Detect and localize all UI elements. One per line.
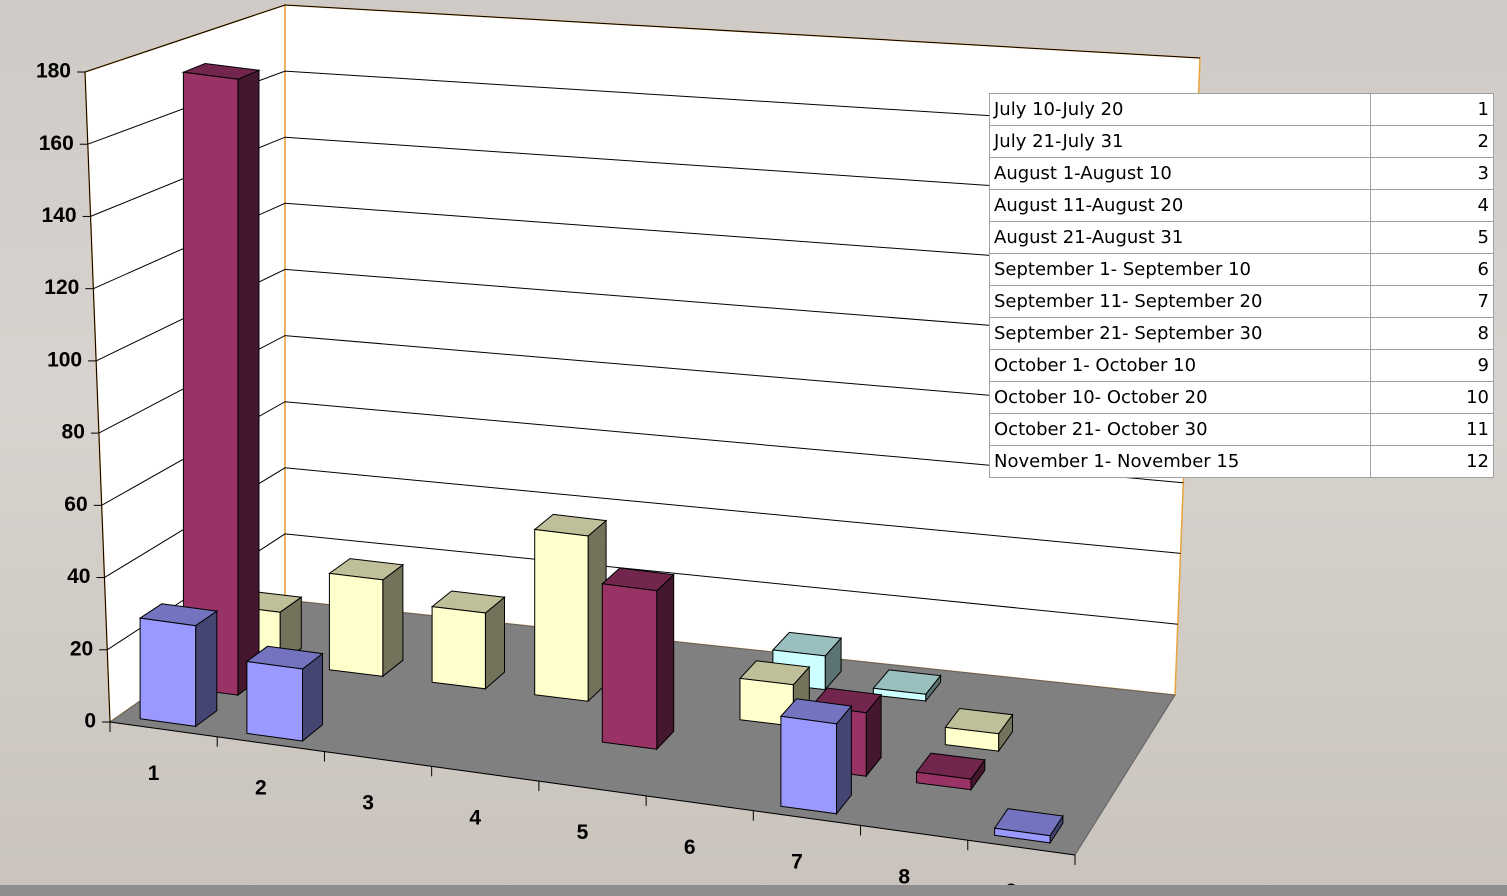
bar xyxy=(872,669,942,703)
bar xyxy=(993,808,1064,845)
x-tick-label: 1 xyxy=(148,762,160,785)
y-tick-label: 120 xyxy=(44,276,79,299)
table-label: September 1- September 10 xyxy=(989,253,1371,286)
table-row: September 11- September 20 7 xyxy=(989,285,1494,318)
bar-front xyxy=(601,583,658,750)
grid-line xyxy=(84,4,1201,73)
bar-front xyxy=(246,660,303,742)
table-number: 8 xyxy=(1370,317,1494,350)
bar xyxy=(328,558,405,678)
bar xyxy=(944,707,1014,753)
bar-front xyxy=(431,606,486,690)
bar-front xyxy=(182,71,239,696)
table-number: 12 xyxy=(1370,445,1494,478)
bar-front xyxy=(534,528,589,702)
y-tick-label: 60 xyxy=(64,493,87,516)
bar-front xyxy=(328,572,384,677)
table-number: 4 xyxy=(1370,189,1494,222)
bar xyxy=(245,645,324,743)
table-row: August 21-August 31 5 xyxy=(989,221,1494,254)
table-label: September 11- September 20 xyxy=(989,285,1371,318)
table-row: October 21- October 30 11 xyxy=(989,413,1494,446)
table-label: October 10- October 20 xyxy=(989,381,1371,414)
y-tick-label: 0 xyxy=(84,710,96,733)
table-label: October 1- October 10 xyxy=(989,349,1371,382)
table-row: September 21- September 30 8 xyxy=(989,317,1494,350)
table-number: 11 xyxy=(1370,413,1494,446)
grid-line xyxy=(95,268,1189,362)
table-label: October 21- October 30 xyxy=(989,413,1371,446)
grid-line xyxy=(93,202,1192,290)
table-row: October 1- October 10 9 xyxy=(989,349,1494,382)
y-tick-label: 140 xyxy=(42,204,77,227)
table-label: July 21-July 31 xyxy=(989,125,1371,158)
table-number: 1 xyxy=(1370,93,1494,126)
y-tick-label: 180 xyxy=(36,60,71,83)
bar-front xyxy=(739,677,794,727)
bar-side xyxy=(836,704,852,816)
x-tick-label: 5 xyxy=(577,821,589,844)
table-number: 3 xyxy=(1370,157,1494,190)
bar-front xyxy=(872,687,927,702)
table-row: August 1-August 10 3 xyxy=(989,157,1494,190)
table-number: 2 xyxy=(1370,125,1494,158)
y-tick-label: 20 xyxy=(70,637,93,660)
bar xyxy=(533,513,608,703)
bar-front xyxy=(139,617,197,727)
table-row: September 1- September 10 6 xyxy=(989,253,1494,286)
bar-front xyxy=(916,771,972,791)
x-tick-label: 4 xyxy=(469,806,481,829)
table-number: 10 xyxy=(1370,381,1494,414)
bar xyxy=(181,62,261,697)
grid-line xyxy=(104,467,1181,579)
bar xyxy=(915,752,986,792)
bar xyxy=(779,698,853,816)
data-table: July 10-July 20 1 July 21-July 31 2 August 1… xyxy=(989,93,1494,478)
x-tick-label: 3 xyxy=(362,791,374,814)
table-number: 7 xyxy=(1370,285,1494,318)
table-row: July 21-July 31 2 xyxy=(989,125,1494,158)
table-row: October 10- October 20 10 xyxy=(989,381,1494,414)
table-label: July 10-July 20 xyxy=(989,93,1371,126)
x-tick-label: 6 xyxy=(684,836,696,859)
bar-side xyxy=(195,610,218,728)
bar xyxy=(430,590,506,690)
y-tick-label: 100 xyxy=(47,348,82,371)
bar-side xyxy=(237,69,260,697)
bar-front xyxy=(944,726,1000,752)
bar xyxy=(138,603,219,728)
table-row: August 11-August 20 4 xyxy=(989,189,1494,222)
table-label: November 1- November 15 xyxy=(989,445,1371,478)
bar-front xyxy=(780,715,837,815)
table-number: 5 xyxy=(1370,221,1494,254)
bar-front xyxy=(994,827,1051,844)
table-number: 6 xyxy=(1370,253,1494,286)
table-row: November 1- November 15 12 xyxy=(989,445,1494,478)
table-label: August 21-August 31 xyxy=(989,221,1371,254)
x-tick-label: 2 xyxy=(255,777,267,800)
bar-side xyxy=(656,573,675,751)
x-tick-label: 7 xyxy=(791,851,803,874)
y-tick-label: 160 xyxy=(39,132,74,155)
table-label: August 1-August 10 xyxy=(989,157,1371,190)
grid-line xyxy=(101,401,1184,506)
x-axis xyxy=(109,721,1076,856)
bar xyxy=(738,660,811,728)
x-tick-label: 8 xyxy=(898,865,910,888)
grid-line xyxy=(98,335,1187,434)
y-axis xyxy=(84,71,111,723)
y-tick-label: 80 xyxy=(62,421,85,444)
table-label: September 21- September 30 xyxy=(989,317,1371,350)
bar xyxy=(601,567,675,751)
table-number: 9 xyxy=(1370,349,1494,382)
grid-line xyxy=(90,136,1195,217)
grid-line xyxy=(87,70,1198,145)
y-tick-label: 40 xyxy=(67,565,90,588)
table-row: July 10-July 20 1 xyxy=(989,93,1494,126)
bar-side xyxy=(382,563,404,678)
footer-strip xyxy=(0,885,1507,896)
table-label: August 11-August 20 xyxy=(989,189,1371,222)
